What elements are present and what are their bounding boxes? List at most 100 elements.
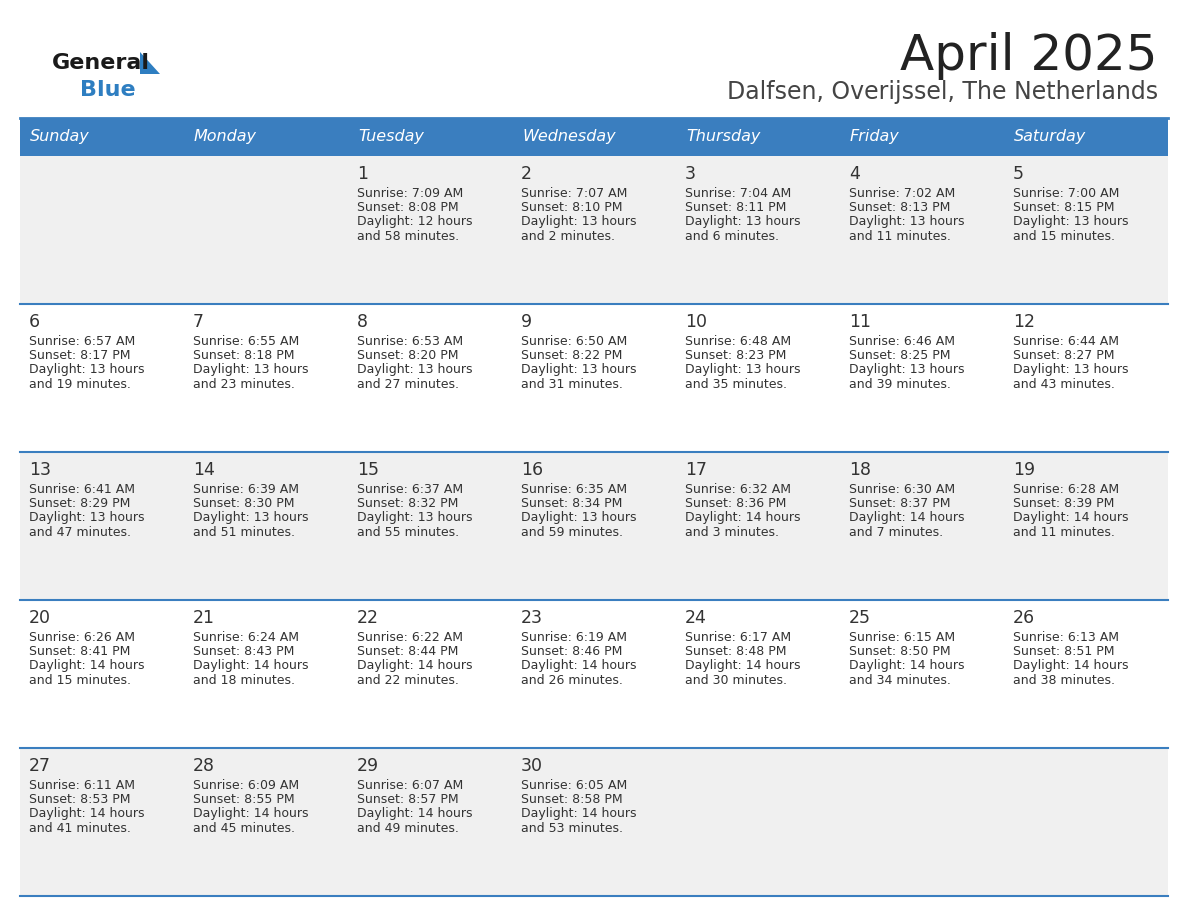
Text: Sunset: 8:44 PM: Sunset: 8:44 PM (358, 645, 459, 658)
Text: and 59 minutes.: and 59 minutes. (522, 526, 623, 539)
Text: Dalfsen, Overijssel, The Netherlands: Dalfsen, Overijssel, The Netherlands (727, 80, 1158, 104)
Text: Daylight: 14 hours: Daylight: 14 hours (685, 659, 801, 672)
Text: Daylight: 13 hours: Daylight: 13 hours (522, 511, 637, 524)
Text: Sunset: 8:10 PM: Sunset: 8:10 PM (522, 201, 623, 214)
Text: Sunset: 8:34 PM: Sunset: 8:34 PM (522, 498, 623, 510)
Text: and 39 minutes.: and 39 minutes. (849, 377, 950, 390)
Text: Sunrise: 6:30 AM: Sunrise: 6:30 AM (849, 483, 955, 496)
Text: 9: 9 (522, 313, 532, 331)
Text: 17: 17 (685, 461, 707, 479)
Text: 10: 10 (685, 313, 707, 331)
Text: 16: 16 (522, 461, 543, 479)
Text: Sunset: 8:53 PM: Sunset: 8:53 PM (29, 793, 131, 806)
Text: Daylight: 13 hours: Daylight: 13 hours (29, 364, 145, 376)
Text: Sunrise: 6:28 AM: Sunrise: 6:28 AM (1013, 483, 1119, 496)
Text: 30: 30 (522, 757, 543, 775)
Text: Daylight: 14 hours: Daylight: 14 hours (1013, 659, 1129, 672)
Text: Daylight: 14 hours: Daylight: 14 hours (849, 511, 965, 524)
Text: Daylight: 13 hours: Daylight: 13 hours (1013, 216, 1129, 229)
Text: 14: 14 (192, 461, 215, 479)
Text: 22: 22 (358, 609, 379, 627)
Text: 19: 19 (1013, 461, 1035, 479)
Text: Sunrise: 6:24 AM: Sunrise: 6:24 AM (192, 631, 299, 644)
Text: Sunrise: 6:17 AM: Sunrise: 6:17 AM (685, 631, 791, 644)
Text: Sunrise: 6:37 AM: Sunrise: 6:37 AM (358, 483, 463, 496)
Bar (840, 118, 1004, 156)
Text: Sunset: 8:23 PM: Sunset: 8:23 PM (685, 349, 786, 363)
Text: Sunrise: 6:57 AM: Sunrise: 6:57 AM (29, 335, 135, 348)
Text: 23: 23 (522, 609, 543, 627)
Text: Sunrise: 6:39 AM: Sunrise: 6:39 AM (192, 483, 299, 496)
Text: Sunrise: 6:50 AM: Sunrise: 6:50 AM (522, 335, 627, 348)
Text: Daylight: 13 hours: Daylight: 13 hours (1013, 364, 1129, 376)
Text: and 23 minutes.: and 23 minutes. (192, 377, 295, 390)
Text: Sunset: 8:18 PM: Sunset: 8:18 PM (192, 349, 295, 363)
Text: Daylight: 13 hours: Daylight: 13 hours (522, 364, 637, 376)
Text: Sunset: 8:30 PM: Sunset: 8:30 PM (192, 498, 295, 510)
Text: Sunrise: 6:15 AM: Sunrise: 6:15 AM (849, 631, 955, 644)
Text: 25: 25 (849, 609, 871, 627)
Text: Daylight: 14 hours: Daylight: 14 hours (849, 659, 965, 672)
Text: Daylight: 13 hours: Daylight: 13 hours (522, 216, 637, 229)
Text: and 6 minutes.: and 6 minutes. (685, 230, 779, 242)
Text: Daylight: 13 hours: Daylight: 13 hours (358, 364, 473, 376)
Text: Sunrise: 6:48 AM: Sunrise: 6:48 AM (685, 335, 791, 348)
Text: Sunrise: 6:32 AM: Sunrise: 6:32 AM (685, 483, 791, 496)
Text: 20: 20 (29, 609, 51, 627)
Text: and 26 minutes.: and 26 minutes. (522, 674, 623, 687)
Text: and 31 minutes.: and 31 minutes. (522, 377, 623, 390)
Text: 15: 15 (358, 461, 379, 479)
Text: Sunrise: 7:04 AM: Sunrise: 7:04 AM (685, 187, 791, 200)
Text: Daylight: 13 hours: Daylight: 13 hours (849, 364, 965, 376)
Text: General: General (52, 53, 150, 73)
Text: Sunset: 8:32 PM: Sunset: 8:32 PM (358, 498, 459, 510)
Text: Sunrise: 6:46 AM: Sunrise: 6:46 AM (849, 335, 955, 348)
Text: and 34 minutes.: and 34 minutes. (849, 674, 950, 687)
Bar (20, 156, 1168, 304)
Text: Daylight: 13 hours: Daylight: 13 hours (358, 511, 473, 524)
Text: Sunrise: 6:44 AM: Sunrise: 6:44 AM (1013, 335, 1119, 348)
Text: 21: 21 (192, 609, 215, 627)
Bar (512, 118, 676, 156)
Text: Sunset: 8:20 PM: Sunset: 8:20 PM (358, 349, 459, 363)
Text: Daylight: 13 hours: Daylight: 13 hours (29, 511, 145, 524)
Text: and 30 minutes.: and 30 minutes. (685, 674, 786, 687)
Text: Sunset: 8:48 PM: Sunset: 8:48 PM (685, 645, 786, 658)
Text: Sunset: 8:11 PM: Sunset: 8:11 PM (685, 201, 786, 214)
Text: 4: 4 (849, 165, 860, 183)
Text: 26: 26 (1013, 609, 1035, 627)
Text: 11: 11 (849, 313, 871, 331)
Text: 18: 18 (849, 461, 871, 479)
Bar (1004, 118, 1168, 156)
Text: Daylight: 12 hours: Daylight: 12 hours (358, 216, 473, 229)
Text: Sunrise: 6:05 AM: Sunrise: 6:05 AM (522, 779, 627, 792)
Text: Sunrise: 6:13 AM: Sunrise: 6:13 AM (1013, 631, 1119, 644)
Text: Daylight: 14 hours: Daylight: 14 hours (192, 659, 309, 672)
Text: 1: 1 (358, 165, 368, 183)
Text: 24: 24 (685, 609, 707, 627)
Text: Sunrise: 6:55 AM: Sunrise: 6:55 AM (192, 335, 299, 348)
Text: and 7 minutes.: and 7 minutes. (849, 526, 943, 539)
Text: 7: 7 (192, 313, 204, 331)
Text: Daylight: 13 hours: Daylight: 13 hours (192, 511, 309, 524)
Text: Sunrise: 6:11 AM: Sunrise: 6:11 AM (29, 779, 135, 792)
Text: Daylight: 14 hours: Daylight: 14 hours (358, 659, 473, 672)
Text: and 35 minutes.: and 35 minutes. (685, 377, 786, 390)
Text: and 3 minutes.: and 3 minutes. (685, 526, 779, 539)
Text: Daylight: 14 hours: Daylight: 14 hours (522, 808, 637, 821)
Text: and 18 minutes.: and 18 minutes. (192, 674, 295, 687)
Bar (184, 118, 348, 156)
Bar (348, 118, 512, 156)
Bar (20, 118, 184, 156)
Text: April 2025: April 2025 (901, 32, 1158, 80)
Text: Daylight: 14 hours: Daylight: 14 hours (1013, 511, 1129, 524)
Text: Sunset: 8:50 PM: Sunset: 8:50 PM (849, 645, 950, 658)
Text: Sunset: 8:22 PM: Sunset: 8:22 PM (522, 349, 623, 363)
Text: Sunset: 8:57 PM: Sunset: 8:57 PM (358, 793, 459, 806)
Text: Sunset: 8:58 PM: Sunset: 8:58 PM (522, 793, 623, 806)
Text: 2: 2 (522, 165, 532, 183)
Text: Sunrise: 6:22 AM: Sunrise: 6:22 AM (358, 631, 463, 644)
Bar (20, 748, 1168, 896)
Text: Blue: Blue (80, 80, 135, 100)
Text: Sunrise: 6:35 AM: Sunrise: 6:35 AM (522, 483, 627, 496)
